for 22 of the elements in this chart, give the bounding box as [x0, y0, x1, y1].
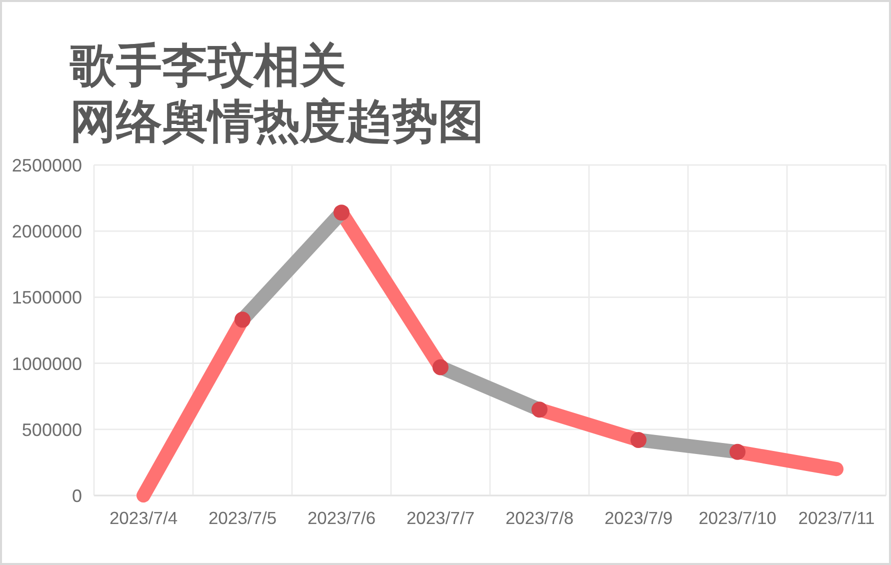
x-tick-label: 2023/7/11 [798, 508, 875, 528]
x-tick-label: 2023/7/8 [505, 508, 574, 528]
y-tick-label: 1500000 [12, 288, 82, 308]
x-tick-label: 2023/7/4 [109, 508, 178, 528]
chart-subtitle: 网络舆情热度趋势图 [70, 95, 484, 147]
y-tick-label: 500000 [22, 420, 82, 440]
y-tick-label: 2000000 [12, 222, 82, 242]
point [334, 204, 350, 221]
x-tick-label: 2023/7/10 [698, 508, 777, 528]
point [432, 359, 448, 376]
x-tick-label: 2023/7/9 [604, 508, 673, 528]
y-tick-label: 0 [72, 486, 82, 506]
y-tick-label: 1000000 [12, 354, 82, 374]
point [234, 312, 250, 328]
y-tick-label: 2500000 [12, 156, 82, 176]
point [730, 444, 746, 460]
x-tick-label: 2023/7/7 [406, 508, 475, 528]
chart-title: 歌手李玟相关 [69, 39, 346, 91]
x-tick-label: 2023/7/6 [307, 508, 376, 528]
point [532, 402, 548, 418]
x-tick-label: 2023/7/5 [208, 508, 277, 528]
point [630, 432, 646, 448]
